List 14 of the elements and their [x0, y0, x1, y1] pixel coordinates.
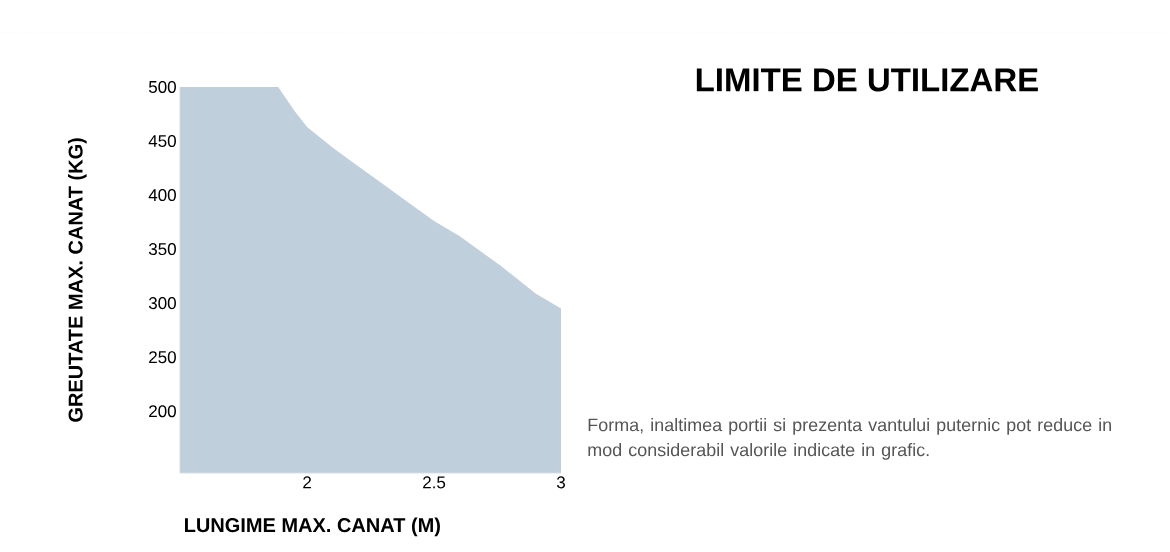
y-tick-label: 450	[148, 135, 176, 148]
y-tick-label: 300	[148, 297, 176, 310]
y-tick-label: 350	[148, 243, 176, 256]
y-tick-label: 400	[148, 189, 176, 202]
y-tick-label: 500	[148, 81, 176, 94]
y-axis-title: GREUTATE MAX. CANAT (KG)	[68, 138, 87, 422]
text: LIMITE DE UTILIZARE	[696, 68, 1038, 92]
y-tick-label: 200	[149, 405, 176, 418]
text: Forma, inaltimea portii si prezenta vantului puternic pot reduce in mod considerabil valorile indicate in grafic.	[588, 418, 1111, 460]
y-tick-label: 250	[149, 351, 176, 364]
x-tick-label: 2.5	[423, 476, 446, 489]
x-tick-label: 3	[556, 476, 565, 489]
x-tick-label: 2	[303, 476, 311, 489]
x-axis-title: LUNGIME MAX. CANAT (M)	[185, 517, 440, 537]
